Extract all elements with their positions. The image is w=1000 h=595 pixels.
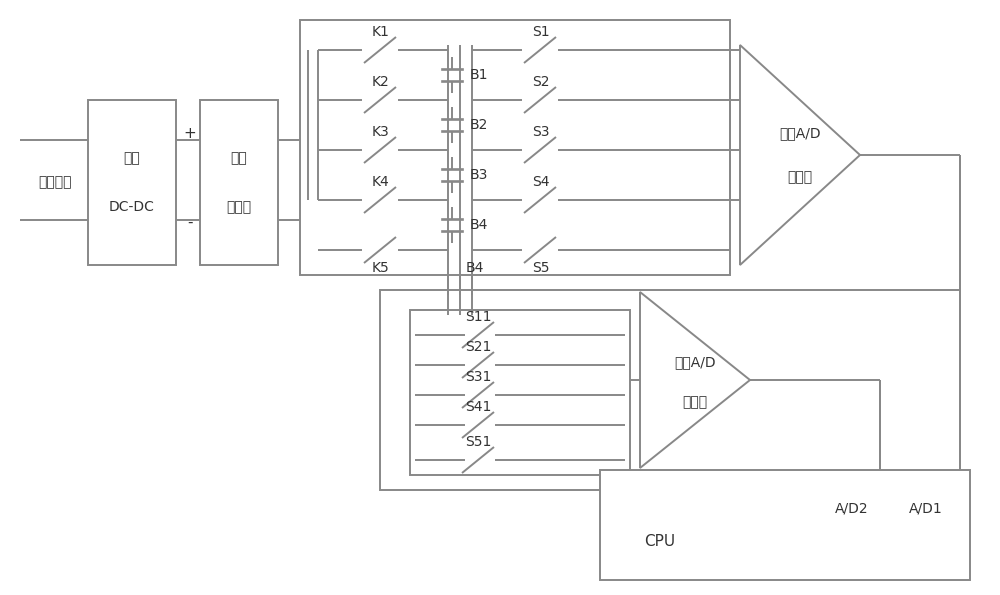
Text: S31: S31 <box>465 370 491 384</box>
Text: B1: B1 <box>470 68 488 82</box>
Text: -: - <box>187 215 193 230</box>
Text: S21: S21 <box>465 340 491 354</box>
Text: CPU: CPU <box>644 534 676 549</box>
Bar <box>200 100 278 265</box>
Text: 外部电源: 外部电源 <box>38 175 72 189</box>
Bar <box>380 290 960 490</box>
Text: 极性: 极性 <box>231 151 247 165</box>
Text: K2: K2 <box>372 75 390 89</box>
Text: B3: B3 <box>470 168 488 182</box>
Text: S41: S41 <box>465 400 491 414</box>
Text: S51: S51 <box>465 435 491 449</box>
Bar <box>300 20 730 275</box>
Text: B2: B2 <box>470 118 488 132</box>
Text: K3: K3 <box>372 125 390 139</box>
Text: A/D2: A/D2 <box>835 502 868 515</box>
Text: 换向器: 换向器 <box>226 201 252 214</box>
Text: S11: S11 <box>465 310 491 324</box>
Text: 第一A/D: 第一A/D <box>779 126 821 140</box>
Text: 第二A/D: 第二A/D <box>674 355 716 369</box>
Text: S5: S5 <box>532 261 550 275</box>
Text: K1: K1 <box>372 25 390 39</box>
Text: 变换器: 变换器 <box>787 170 813 184</box>
Bar <box>600 470 970 580</box>
Text: S3: S3 <box>532 125 550 139</box>
Text: S1: S1 <box>532 25 550 39</box>
Text: K4: K4 <box>372 175 390 189</box>
Text: B4: B4 <box>466 261 484 275</box>
Text: +: + <box>184 126 196 140</box>
Text: S2: S2 <box>532 75 550 89</box>
Text: DC-DC: DC-DC <box>109 201 155 214</box>
Text: 双向: 双向 <box>124 151 140 165</box>
Text: B4: B4 <box>470 218 488 232</box>
Bar <box>410 310 630 475</box>
Text: K5: K5 <box>372 261 390 275</box>
Text: S4: S4 <box>532 175 550 189</box>
Text: 变换器: 变换器 <box>682 395 708 409</box>
Bar <box>88 100 176 265</box>
Text: A/D1: A/D1 <box>909 502 942 515</box>
